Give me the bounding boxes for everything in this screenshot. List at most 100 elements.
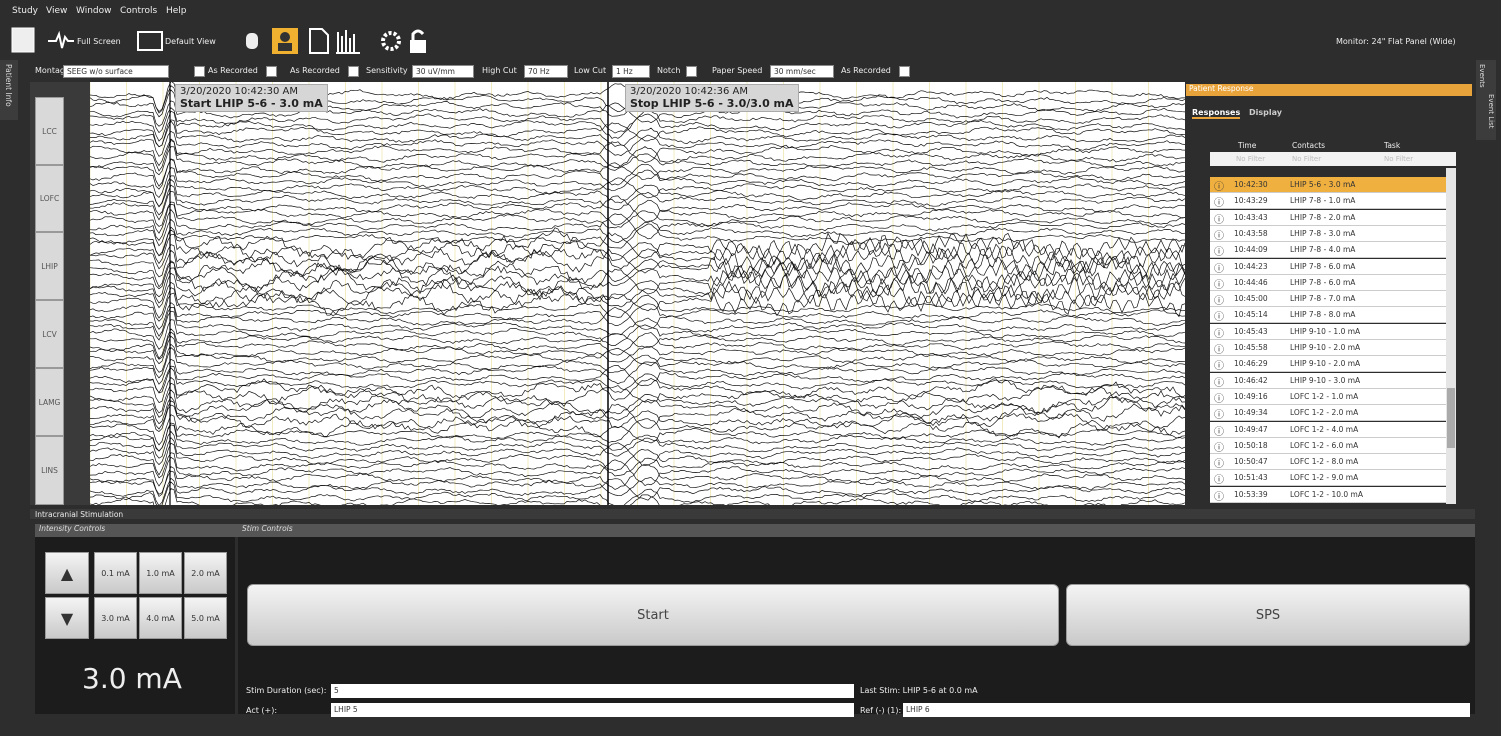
column-header[interactable]: Contacts xyxy=(1292,141,1326,150)
chart-icon[interactable] xyxy=(336,30,360,54)
info-icon[interactable]: ⓘ xyxy=(1214,328,1224,340)
response-row[interactable]: ⓘ 10:51:43 LOFC 1-2 - 9.0 mA xyxy=(1210,470,1446,487)
channel-label[interactable]: LCC xyxy=(35,97,64,165)
info-icon[interactable]: ⓘ xyxy=(1214,230,1224,242)
monitor-select[interactable]: Monitor: 24" Flat Panel (Wide) xyxy=(1336,37,1456,46)
scrollbar[interactable] xyxy=(1446,168,1456,504)
montage-select[interactable]: SEEG w/o surface xyxy=(63,65,169,78)
patient-info-tab[interactable]: Patient Info xyxy=(4,64,13,107)
response-row[interactable]: ⓘ 10:43:58 LHIP 7-8 - 3.0 mA xyxy=(1210,225,1446,242)
response-row[interactable]: ⓘ 10:46:29 LHIP 9-10 - 2.0 mA xyxy=(1210,356,1446,373)
response-row[interactable]: ⓘ 10:45:00 LHIP 7-8 - 7.0 mA xyxy=(1210,291,1446,308)
menu-item[interactable]: Controls xyxy=(120,6,158,16)
response-row[interactable]: ⓘ 10:46:42 LHIP 9-10 - 3.0 mA xyxy=(1210,372,1446,389)
paper-speed-select[interactable]: 30 mm/sec xyxy=(770,65,834,78)
channel-label[interactable]: LOFC xyxy=(35,165,64,232)
edit-icon[interactable] xyxy=(11,27,35,53)
info-icon[interactable]: ⓘ xyxy=(1214,263,1224,275)
channel-label[interactable]: LAMG xyxy=(35,368,64,436)
channel-label[interactable]: LHIP xyxy=(35,232,64,300)
response-row[interactable]: ⓘ 10:53:39 LOFC 1-2 - 10.0 mA xyxy=(1210,486,1446,503)
document-icon[interactable] xyxy=(309,28,329,54)
channel-label[interactable]: LINS xyxy=(35,436,64,505)
full-screen-button[interactable]: Full Screen xyxy=(77,37,121,46)
decrease-button[interactable]: ▼ xyxy=(45,597,89,639)
info-icon[interactable]: ⓘ xyxy=(1214,475,1224,487)
response-row[interactable]: ⓘ 10:45:14 LHIP 7-8 - 8.0 mA xyxy=(1210,307,1446,324)
checkbox[interactable] xyxy=(899,66,910,77)
act-select[interactable]: LHIP 5 xyxy=(331,703,854,717)
response-row[interactable]: ⓘ 10:50:47 LOFC 1-2 - 8.0 mA xyxy=(1210,454,1446,471)
response-row[interactable]: ⓘ 10:49:34 LOFC 1-2 - 2.0 mA xyxy=(1210,405,1446,422)
info-icon[interactable]: ⓘ xyxy=(1214,182,1224,193)
column-header[interactable]: Task xyxy=(1384,141,1401,150)
response-row[interactable]: ⓘ 10:43:29 LHIP 7-8 - 1.0 mA xyxy=(1210,193,1446,210)
info-icon[interactable]: ⓘ xyxy=(1214,296,1224,308)
info-icon[interactable]: ⓘ xyxy=(1214,459,1224,471)
tab[interactable]: Display xyxy=(1249,108,1282,117)
view-icon[interactable] xyxy=(137,31,163,51)
intensity-button[interactable]: 0.1 mA xyxy=(94,552,137,594)
events-tab[interactable]: Events xyxy=(1478,64,1486,88)
checkbox[interactable] xyxy=(266,66,277,77)
response-row[interactable]: ⓘ 10:44:09 LHIP 7-8 - 4.0 mA xyxy=(1210,242,1446,259)
response-row[interactable]: ⓘ 10:45:43 LHIP 9-10 - 1.0 mA xyxy=(1210,323,1446,340)
info-icon[interactable]: ⓘ xyxy=(1214,491,1224,503)
high-cut-select[interactable]: 70 Hz xyxy=(524,65,568,78)
menu-item[interactable]: View xyxy=(46,6,68,16)
menu-item[interactable]: Study xyxy=(12,6,38,16)
response-row[interactable]: ⓘ 10:50:18 LOFC 1-2 - 6.0 mA xyxy=(1210,437,1446,454)
column-header[interactable]: Time xyxy=(1238,141,1257,150)
info-icon[interactable]: ⓘ xyxy=(1214,426,1224,438)
info-icon[interactable]: ⓘ xyxy=(1214,279,1224,291)
filter[interactable]: No Filter xyxy=(1236,155,1266,163)
response-row[interactable]: ⓘ 10:42:30 LHIP 5-6 - 3.0 mA xyxy=(1210,177,1446,193)
default-view-button[interactable]: Default View xyxy=(165,37,216,46)
annotation[interactable]: 3/20/2020 10:42:36 AM Stop LHIP 5-6 - 3.0… xyxy=(625,84,799,112)
electrode-icon[interactable] xyxy=(246,33,258,49)
response-row[interactable]: ⓘ 10:44:46 LHIP 7-8 - 6.0 mA xyxy=(1210,274,1446,291)
menu-item[interactable]: Window xyxy=(76,6,112,16)
checkbox[interactable] xyxy=(194,66,205,77)
info-icon[interactable]: ⓘ xyxy=(1214,361,1224,373)
info-icon[interactable]: ⓘ xyxy=(1214,393,1224,405)
intensity-button[interactable]: 4.0 mA xyxy=(139,597,182,639)
tab[interactable]: Responses xyxy=(1192,108,1241,119)
info-icon[interactable]: ⓘ xyxy=(1214,214,1224,226)
event-list-tab[interactable]: Event List xyxy=(1487,94,1495,129)
low-cut-select[interactable]: 1 Hz xyxy=(612,65,650,78)
info-icon[interactable]: ⓘ xyxy=(1214,312,1224,324)
checkbox[interactable] xyxy=(686,66,697,77)
filter[interactable]: No Filter xyxy=(1384,155,1414,163)
response-row[interactable]: ⓘ 10:49:47 LOFC 1-2 - 4.0 mA xyxy=(1210,421,1446,438)
ref-select[interactable]: LHIP 6 xyxy=(903,703,1470,717)
lock-icon[interactable] xyxy=(410,40,426,53)
checkbox[interactable] xyxy=(348,66,359,77)
response-row[interactable]: ⓘ 10:43:43 LHIP 7-8 - 2.0 mA xyxy=(1210,209,1446,226)
response-row[interactable]: ⓘ 10:44:23 LHIP 7-8 - 6.0 mA xyxy=(1210,258,1446,275)
info-icon[interactable]: ⓘ xyxy=(1214,410,1224,422)
intensity-button[interactable]: 5.0 mA xyxy=(184,597,227,639)
intensity-button[interactable]: 2.0 mA xyxy=(184,552,227,594)
start-button[interactable]: Start xyxy=(247,584,1059,646)
response-row[interactable]: ⓘ 10:49:16 LOFC 1-2 - 1.0 mA xyxy=(1210,388,1446,405)
settings-icon[interactable] xyxy=(381,31,401,51)
duration-select[interactable]: 5 xyxy=(331,684,854,698)
sps-button[interactable]: SPS xyxy=(1066,584,1470,646)
wave-icon[interactable] xyxy=(48,30,74,49)
filter[interactable]: No Filter xyxy=(1292,155,1322,163)
increase-button[interactable]: ▲ xyxy=(45,552,89,594)
annotation[interactable]: 3/20/2020 10:42:30 AM Start LHIP 5-6 - 3.… xyxy=(175,84,328,112)
channel-label[interactable]: LCV xyxy=(35,300,64,368)
info-icon[interactable]: ⓘ xyxy=(1214,247,1224,259)
info-icon[interactable]: ⓘ xyxy=(1214,198,1224,210)
menu-item[interactable]: Help xyxy=(166,6,187,16)
info-icon[interactable]: ⓘ xyxy=(1214,377,1224,389)
intensity-button[interactable]: 1.0 mA xyxy=(139,552,182,594)
info-icon[interactable]: ⓘ xyxy=(1214,442,1224,454)
response-row[interactable]: ⓘ 10:45:58 LHIP 9-10 - 2.0 mA xyxy=(1210,340,1446,356)
info-icon[interactable]: ⓘ xyxy=(1214,345,1224,356)
contacts-cell: LOFC 1-2 - 8.0 mA xyxy=(1290,457,1359,467)
sensitivity-select[interactable]: 30 uV/mm xyxy=(412,65,474,78)
intensity-button[interactable]: 3.0 mA xyxy=(94,597,137,639)
